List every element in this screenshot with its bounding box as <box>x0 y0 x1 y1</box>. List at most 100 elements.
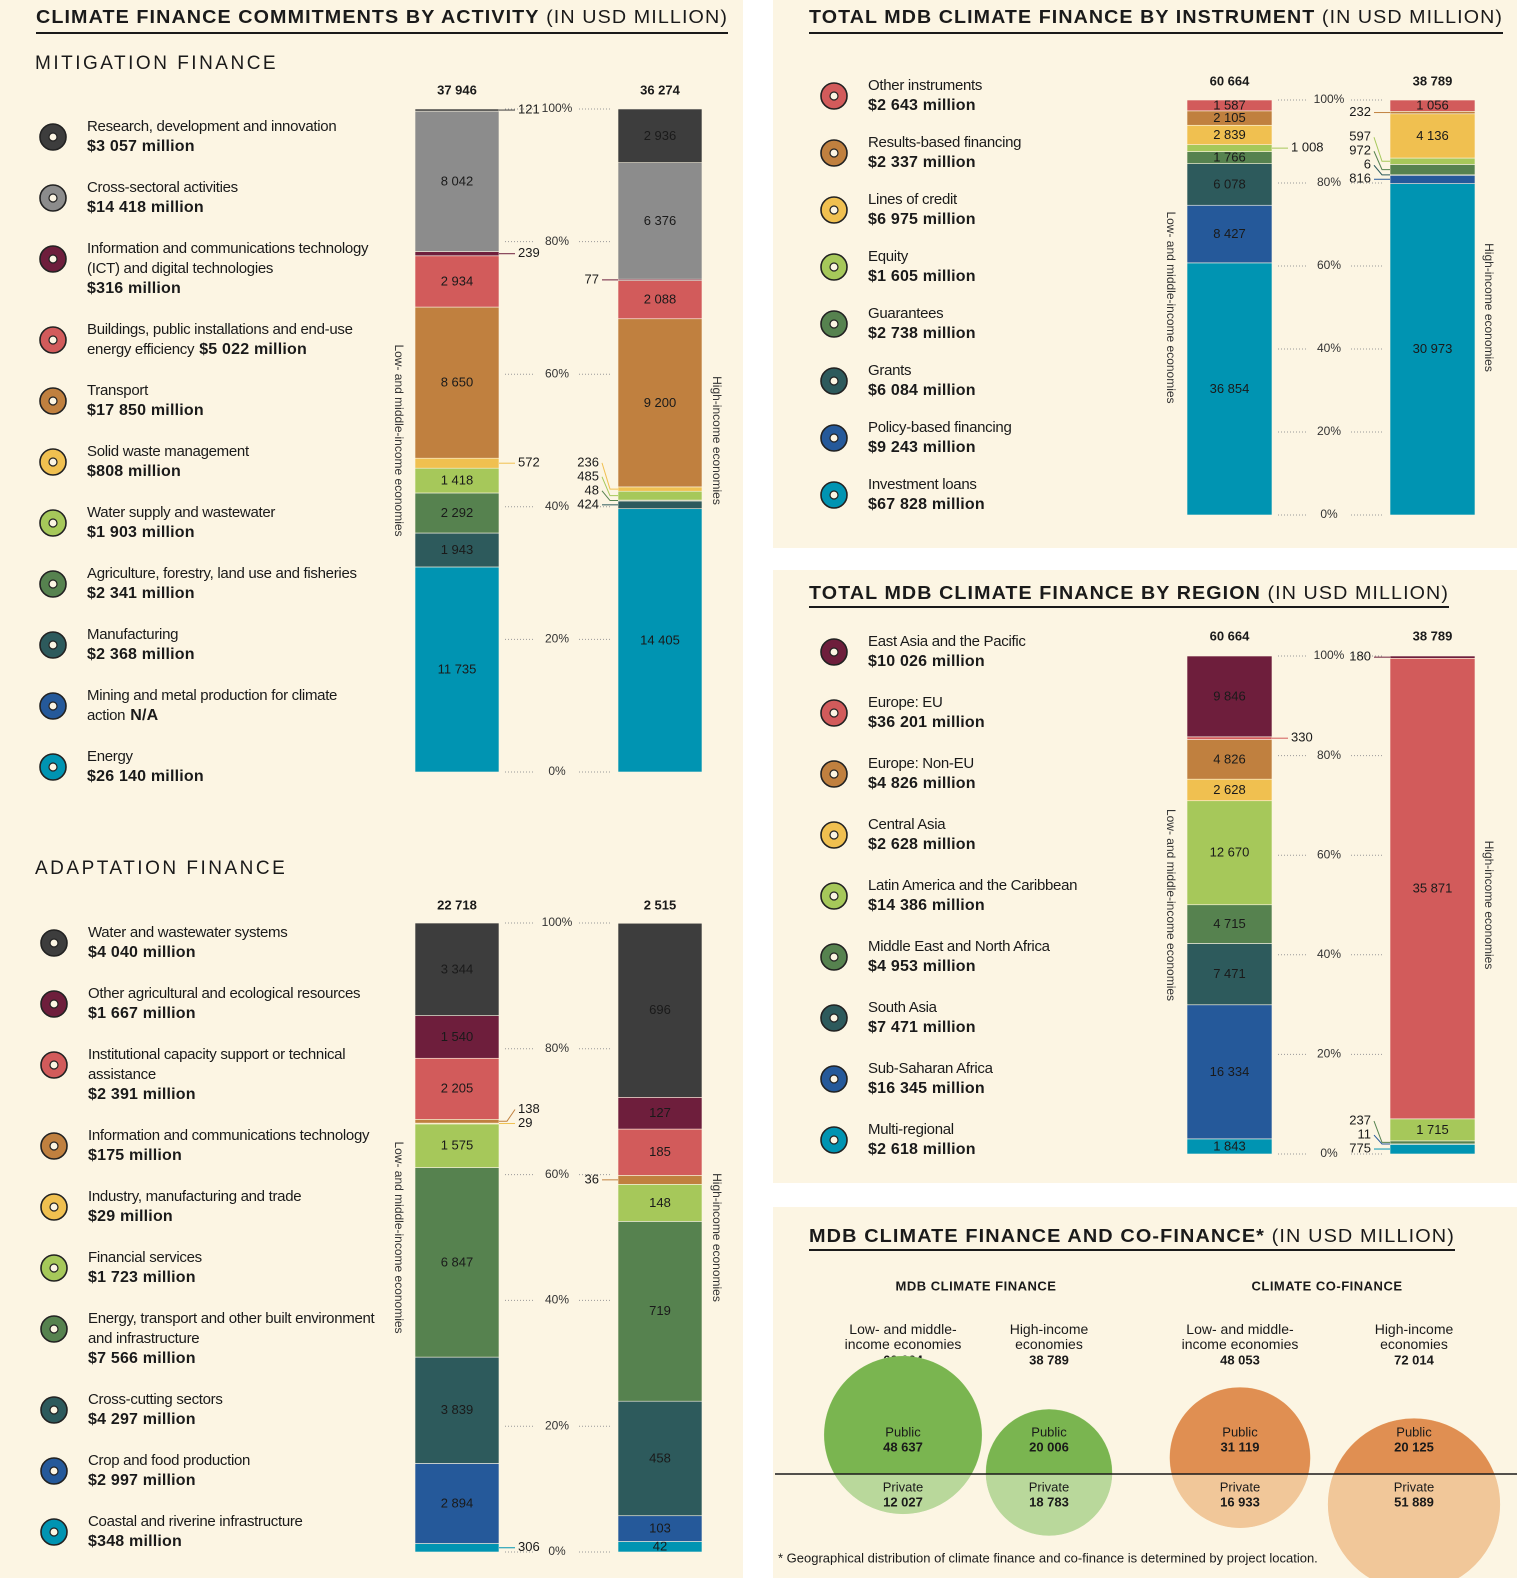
leader-line <box>1373 164 1390 176</box>
legend-name: Water and wastewater systems <box>88 924 288 941</box>
bubble-private <box>1171 1474 1309 1528</box>
legend-amount: $6 975 million <box>868 211 976 228</box>
data-label: 51 889 <box>1394 1494 1434 1509</box>
legend-icon <box>40 1051 68 1079</box>
legend-amount: $14 418 million <box>87 199 204 216</box>
data-label: 185 <box>649 1144 671 1159</box>
bar-segment <box>617 1515 703 1542</box>
y-tick-label: 100% <box>1314 92 1345 106</box>
economy-name: High-income economies <box>1009 1321 1089 1352</box>
data-label: 816 <box>1349 171 1371 186</box>
economy-name: Low- and middle-income economies <box>1181 1321 1299 1352</box>
icon-dot <box>829 647 839 657</box>
data-label: 36 <box>585 1171 599 1186</box>
data-label: 2 292 <box>441 505 474 520</box>
y-tick-label: 60% <box>545 1167 569 1181</box>
legend-item: Results-based financing $2 337 million <box>820 133 1173 173</box>
subtitle: MITIGATION FINANCE <box>35 53 278 74</box>
legend-item: Latin America and the Caribbean $14 386 m… <box>820 876 1173 916</box>
legend-amount: $4 297 million <box>88 1411 196 1428</box>
legend-icon <box>40 1315 68 1343</box>
category-label: Low- and middle-income economies <box>392 344 406 536</box>
data-label: 775 <box>1349 1140 1371 1155</box>
y-tick-label: 40% <box>1317 341 1341 355</box>
legend-icon <box>820 699 848 727</box>
chart-title: MDB CLIMATE FINANCE AND CO-FINANCE* (IN … <box>809 1226 1455 1246</box>
data-label: 9 200 <box>644 395 677 410</box>
legend-amount: $1 667 million <box>88 1005 196 1022</box>
legend-item: Agriculture, forestry, land use and fish… <box>39 564 392 604</box>
legend-name: Central Asia <box>868 816 946 833</box>
legend-item: Cross-cutting sectors $4 297 million <box>40 1390 393 1430</box>
data-label: 572 <box>518 455 540 470</box>
legend-amount: $2 391 million <box>88 1086 196 1103</box>
legend-item: Europe: Non-EU $4 826 million <box>820 754 1173 794</box>
legend-name: Other instruments <box>868 77 983 94</box>
data-label: 4 826 <box>1213 751 1246 766</box>
data-label: 6 078 <box>1213 176 1246 191</box>
icon-dot <box>829 1074 839 1084</box>
icon-dot <box>48 193 58 203</box>
legend-item: Europe: EU $36 201 million <box>820 693 1173 733</box>
data-label: 6 376 <box>644 213 677 228</box>
legend-amount: $17 850 million <box>87 402 204 419</box>
legend-item: Central Asia $2 628 million <box>820 815 1173 855</box>
group-header: CLIMATE CO-FINANCE <box>1251 1278 1402 1293</box>
bar-total: 36 274 <box>640 82 681 97</box>
legend-icon <box>820 1126 848 1154</box>
bar-segment <box>1389 99 1476 112</box>
bar-segment <box>617 500 703 510</box>
icon-dot <box>49 1263 59 1273</box>
bar-segment <box>414 1123 500 1168</box>
legend-amount: $808 million <box>87 463 181 480</box>
legend-icon <box>820 1065 848 1093</box>
legend-amount: $1 605 million <box>868 268 976 285</box>
icon-dot <box>48 640 58 650</box>
legend-amount: $29 million <box>88 1208 173 1225</box>
bar-segment <box>1186 262 1273 516</box>
bar-segment <box>414 922 500 1016</box>
legend-icon <box>40 1254 68 1282</box>
data-label: 16 933 <box>1220 1494 1260 1509</box>
legend-amount: $10 026 million <box>868 653 985 670</box>
icon-dot <box>49 1527 59 1537</box>
data-label: 1 766 <box>1213 150 1246 165</box>
data-label: 127 <box>649 1105 671 1120</box>
legend-amount: $1 903 million <box>87 524 195 541</box>
bar-segment <box>617 280 703 320</box>
legend-name: Buildings, public installations and end-… <box>87 321 353 358</box>
data-label: 2 628 <box>1213 782 1246 797</box>
legend-name: Agriculture, forestry, land use and fish… <box>87 565 357 582</box>
part-label: Public <box>885 1424 921 1439</box>
legend-amount: $4 953 million <box>868 958 976 975</box>
legend-name: Manufacturing <box>87 626 179 643</box>
bar-segment <box>617 922 703 1098</box>
bar-segment <box>1186 99 1273 112</box>
legend-amount: $6 084 million <box>868 382 976 399</box>
legend-amount: $67 828 million <box>868 496 985 513</box>
y-tick-label: 80% <box>1317 748 1341 762</box>
bar-segment <box>617 486 703 492</box>
data-label: 31 119 <box>1220 1439 1259 1454</box>
icon-dot <box>829 1013 839 1023</box>
bar-segment <box>414 255 500 308</box>
legend-name: Coastal and riverine infrastructure <box>88 1513 303 1530</box>
data-label: 1 715 <box>1416 1122 1449 1137</box>
icon-dot <box>829 830 839 840</box>
legend-name: Results-based financing <box>868 134 1022 151</box>
legend-name: Solid waste management <box>87 443 249 460</box>
y-tick-label: 40% <box>1317 947 1341 961</box>
legend-name: Water supply and wastewater <box>87 504 276 521</box>
chart-title: TOTAL MDB CLIMATE FINANCE BY INSTRUMENT … <box>809 7 1503 27</box>
legend-icon <box>39 570 67 598</box>
icon-dot <box>49 1324 59 1334</box>
legend: Other instruments $2 643 million Results-b… <box>820 76 1173 532</box>
bar-total: 22 718 <box>437 897 477 912</box>
icon-dot <box>49 1202 59 1212</box>
legend-name: Multi-regional <box>868 1121 954 1138</box>
data-label: 306 <box>518 1539 540 1554</box>
icon-dot <box>48 701 58 711</box>
legend-name: South Asia <box>868 999 937 1016</box>
data-label: 11 <box>1358 1126 1372 1141</box>
